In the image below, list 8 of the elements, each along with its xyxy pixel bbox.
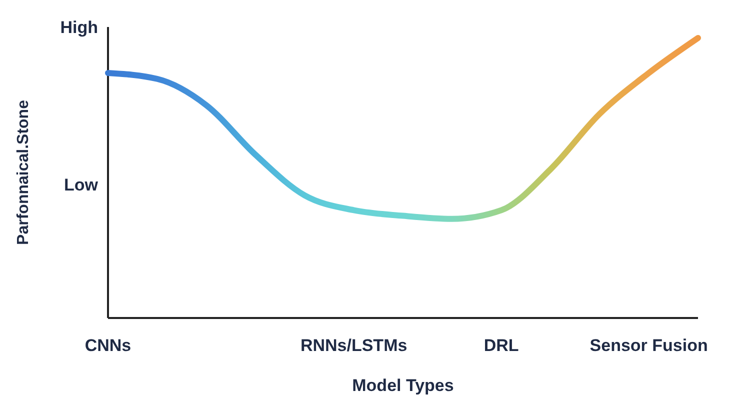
x-tick-label: Sensor Fusion — [590, 336, 708, 355]
text: High — [60, 18, 98, 37]
x-tick-label: CNNs — [84, 336, 132, 355]
x-tick-label: RNNs/LSTMs — [300, 336, 408, 355]
x-tick-label: DRL — [484, 336, 519, 355]
y-axis-title: Parfonnaical.Stone — [15, 100, 32, 245]
x-axis-title: Model Types — [352, 376, 454, 395]
text: Low — [64, 175, 99, 194]
